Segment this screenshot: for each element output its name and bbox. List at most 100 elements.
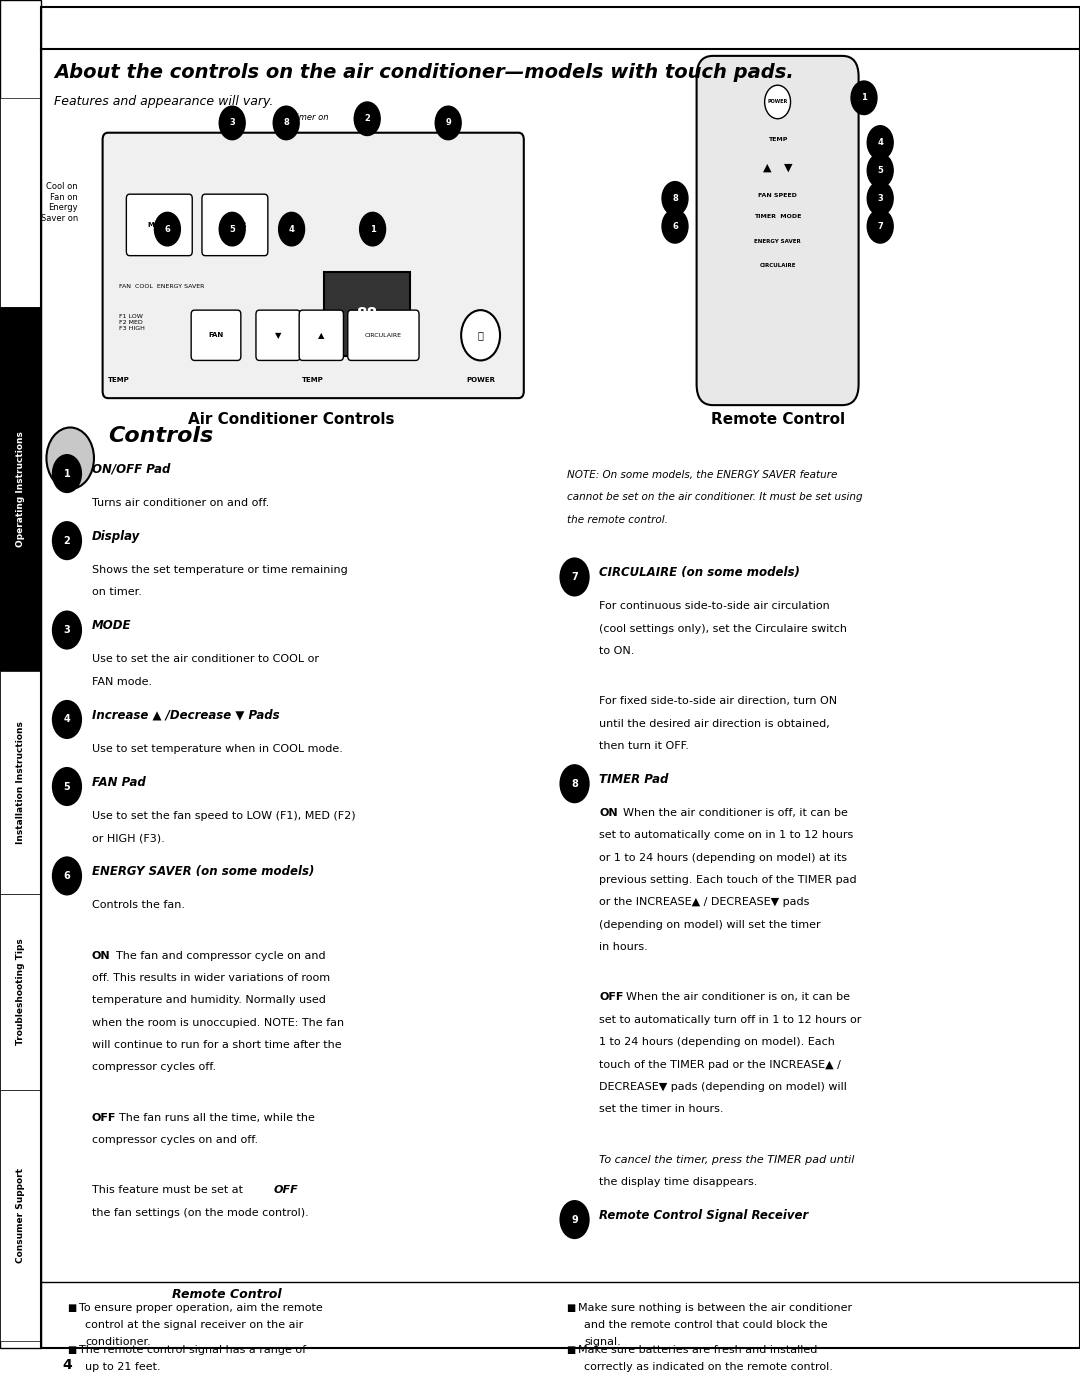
Text: 88: 88 bbox=[356, 307, 378, 321]
Text: TIMER Pad: TIMER Pad bbox=[599, 773, 669, 787]
Text: the display time disappears.: the display time disappears. bbox=[599, 1176, 758, 1187]
Text: 1: 1 bbox=[369, 225, 376, 233]
Text: 4: 4 bbox=[877, 138, 883, 147]
Text: When the air conditioner is off, it can be: When the air conditioner is off, it can … bbox=[623, 807, 848, 819]
Circle shape bbox=[52, 521, 82, 560]
Text: To ensure proper operation, aim the remote: To ensure proper operation, aim the remo… bbox=[79, 1303, 323, 1313]
Circle shape bbox=[279, 212, 305, 246]
Circle shape bbox=[867, 154, 893, 187]
Text: Use to set the fan speed to LOW (F1), MED (F2): Use to set the fan speed to LOW (F1), ME… bbox=[92, 810, 355, 821]
Text: Remote Control: Remote Control bbox=[172, 1288, 282, 1301]
Text: 4: 4 bbox=[288, 225, 295, 233]
Text: The fan and compressor cycle on and: The fan and compressor cycle on and bbox=[116, 950, 325, 961]
Text: the remote control.: the remote control. bbox=[567, 514, 667, 525]
Text: CIRCULAIRE (on some models): CIRCULAIRE (on some models) bbox=[599, 566, 800, 580]
Text: 6: 6 bbox=[672, 222, 678, 231]
Text: Operating Instructions: Operating Instructions bbox=[16, 432, 25, 546]
Text: Controls the fan.: Controls the fan. bbox=[92, 900, 185, 911]
Text: ON: ON bbox=[599, 807, 618, 819]
Circle shape bbox=[52, 610, 82, 650]
Text: To cancel the timer, press the TIMER pad until: To cancel the timer, press the TIMER pad… bbox=[599, 1154, 854, 1165]
Text: 1: 1 bbox=[64, 468, 70, 479]
Text: MODE: MODE bbox=[92, 619, 132, 633]
Text: 5: 5 bbox=[229, 225, 235, 233]
Text: ■: ■ bbox=[67, 1345, 77, 1355]
Text: CIRCULAIRE: CIRCULAIRE bbox=[759, 263, 796, 268]
Text: FAN SPEED: FAN SPEED bbox=[758, 193, 797, 198]
Text: ENERGY SAVER (on some models): ENERGY SAVER (on some models) bbox=[92, 865, 314, 879]
Text: TIMER  MODE: TIMER MODE bbox=[754, 214, 801, 219]
FancyBboxPatch shape bbox=[256, 310, 300, 360]
Text: off. This results in wider variations of room: off. This results in wider variations of… bbox=[92, 972, 329, 983]
Text: Timer on: Timer on bbox=[286, 113, 328, 122]
Text: Display: Display bbox=[92, 529, 140, 543]
Text: POWER: POWER bbox=[768, 99, 787, 105]
Text: previous setting. Each touch of the TIMER pad: previous setting. Each touch of the TIME… bbox=[599, 875, 858, 886]
Circle shape bbox=[559, 1200, 590, 1239]
Circle shape bbox=[52, 700, 82, 739]
Text: OFF: OFF bbox=[599, 992, 624, 1003]
Text: compressor cycles on and off.: compressor cycles on and off. bbox=[92, 1134, 258, 1146]
Circle shape bbox=[273, 106, 299, 140]
Text: Air Conditioner Controls: Air Conditioner Controls bbox=[188, 412, 395, 427]
Text: conditioner.: conditioner. bbox=[85, 1337, 151, 1347]
Bar bbox=[0, 894, 41, 1090]
Text: NOTE: On some models, the ENERGY SAVER feature: NOTE: On some models, the ENERGY SAVER f… bbox=[567, 469, 837, 481]
Text: set to automatically turn off in 1 to 12 hours or: set to automatically turn off in 1 to 12… bbox=[599, 1014, 862, 1025]
Text: TEMP: TEMP bbox=[768, 137, 787, 142]
Text: Remote Control Signal Receiver: Remote Control Signal Receiver bbox=[599, 1208, 809, 1222]
Text: MODE: MODE bbox=[148, 222, 171, 228]
Text: ▲: ▲ bbox=[762, 162, 771, 173]
Circle shape bbox=[559, 764, 590, 803]
Text: to ON.: to ON. bbox=[599, 645, 635, 657]
Text: Shows the set temperature or time remaining: Shows the set temperature or time remain… bbox=[92, 564, 348, 576]
Text: When the air conditioner is on, it can be: When the air conditioner is on, it can b… bbox=[626, 992, 850, 1003]
Text: OFF: OFF bbox=[92, 1112, 117, 1123]
Bar bbox=[0, 98, 41, 307]
Text: 1: 1 bbox=[861, 94, 867, 102]
Text: 8: 8 bbox=[571, 778, 578, 789]
Text: 2: 2 bbox=[64, 535, 70, 546]
FancyBboxPatch shape bbox=[191, 310, 241, 360]
Text: Cool on
Fan on
Energy
Saver on: Cool on Fan on Energy Saver on bbox=[41, 183, 78, 222]
Text: Turns air conditioner on and off.: Turns air conditioner on and off. bbox=[92, 497, 269, 509]
FancyBboxPatch shape bbox=[697, 56, 859, 405]
Circle shape bbox=[867, 182, 893, 215]
Text: TEMP: TEMP bbox=[108, 377, 130, 383]
Text: until the desired air direction is obtained,: until the desired air direction is obtai… bbox=[599, 718, 831, 729]
Text: in hours.: in hours. bbox=[599, 942, 648, 953]
Text: FAN  COOL  ENERGY SAVER: FAN COOL ENERGY SAVER bbox=[119, 284, 204, 289]
FancyBboxPatch shape bbox=[103, 133, 524, 398]
Text: (depending on model) will set the timer: (depending on model) will set the timer bbox=[599, 919, 821, 930]
Text: 2: 2 bbox=[364, 115, 370, 123]
Circle shape bbox=[461, 310, 500, 360]
Text: 7: 7 bbox=[877, 222, 883, 231]
Text: Features and appearance will vary.: Features and appearance will vary. bbox=[54, 95, 273, 108]
Text: set the timer in hours.: set the timer in hours. bbox=[599, 1104, 724, 1115]
Text: 9: 9 bbox=[445, 119, 451, 127]
Text: ON: ON bbox=[92, 950, 110, 961]
Text: 4: 4 bbox=[64, 714, 70, 725]
Circle shape bbox=[559, 557, 590, 597]
Text: 3: 3 bbox=[877, 194, 883, 203]
Circle shape bbox=[46, 427, 94, 489]
Text: when the room is unoccupied. NOTE: The fan: when the room is unoccupied. NOTE: The f… bbox=[92, 1017, 343, 1028]
Text: DECREASE▼ pads (depending on model) will: DECREASE▼ pads (depending on model) will bbox=[599, 1081, 848, 1092]
Text: ENERGY SAVER: ENERGY SAVER bbox=[754, 239, 801, 244]
Text: 3: 3 bbox=[64, 624, 70, 636]
Circle shape bbox=[765, 85, 791, 119]
Text: 4: 4 bbox=[63, 1358, 72, 1372]
Circle shape bbox=[662, 210, 688, 243]
Text: 5: 5 bbox=[64, 781, 70, 792]
Text: Safety Instructions: Safety Instructions bbox=[16, 154, 25, 251]
Text: ▼: ▼ bbox=[784, 162, 793, 173]
Text: (cool settings only), set the Circulaire switch: (cool settings only), set the Circulaire… bbox=[599, 623, 848, 634]
Text: Use to set temperature when in COOL mode.: Use to set temperature when in COOL mode… bbox=[92, 743, 342, 754]
Text: ▼: ▼ bbox=[274, 331, 282, 339]
Text: FAN: FAN bbox=[208, 332, 224, 338]
Text: Consumer Support: Consumer Support bbox=[16, 1168, 25, 1263]
Text: temperature and humidity. Normally used: temperature and humidity. Normally used bbox=[92, 995, 326, 1006]
Text: Make sure batteries are fresh and installed: Make sure batteries are fresh and instal… bbox=[578, 1345, 818, 1355]
FancyBboxPatch shape bbox=[299, 310, 343, 360]
Text: correctly as indicated on the remote control.: correctly as indicated on the remote con… bbox=[584, 1362, 833, 1372]
